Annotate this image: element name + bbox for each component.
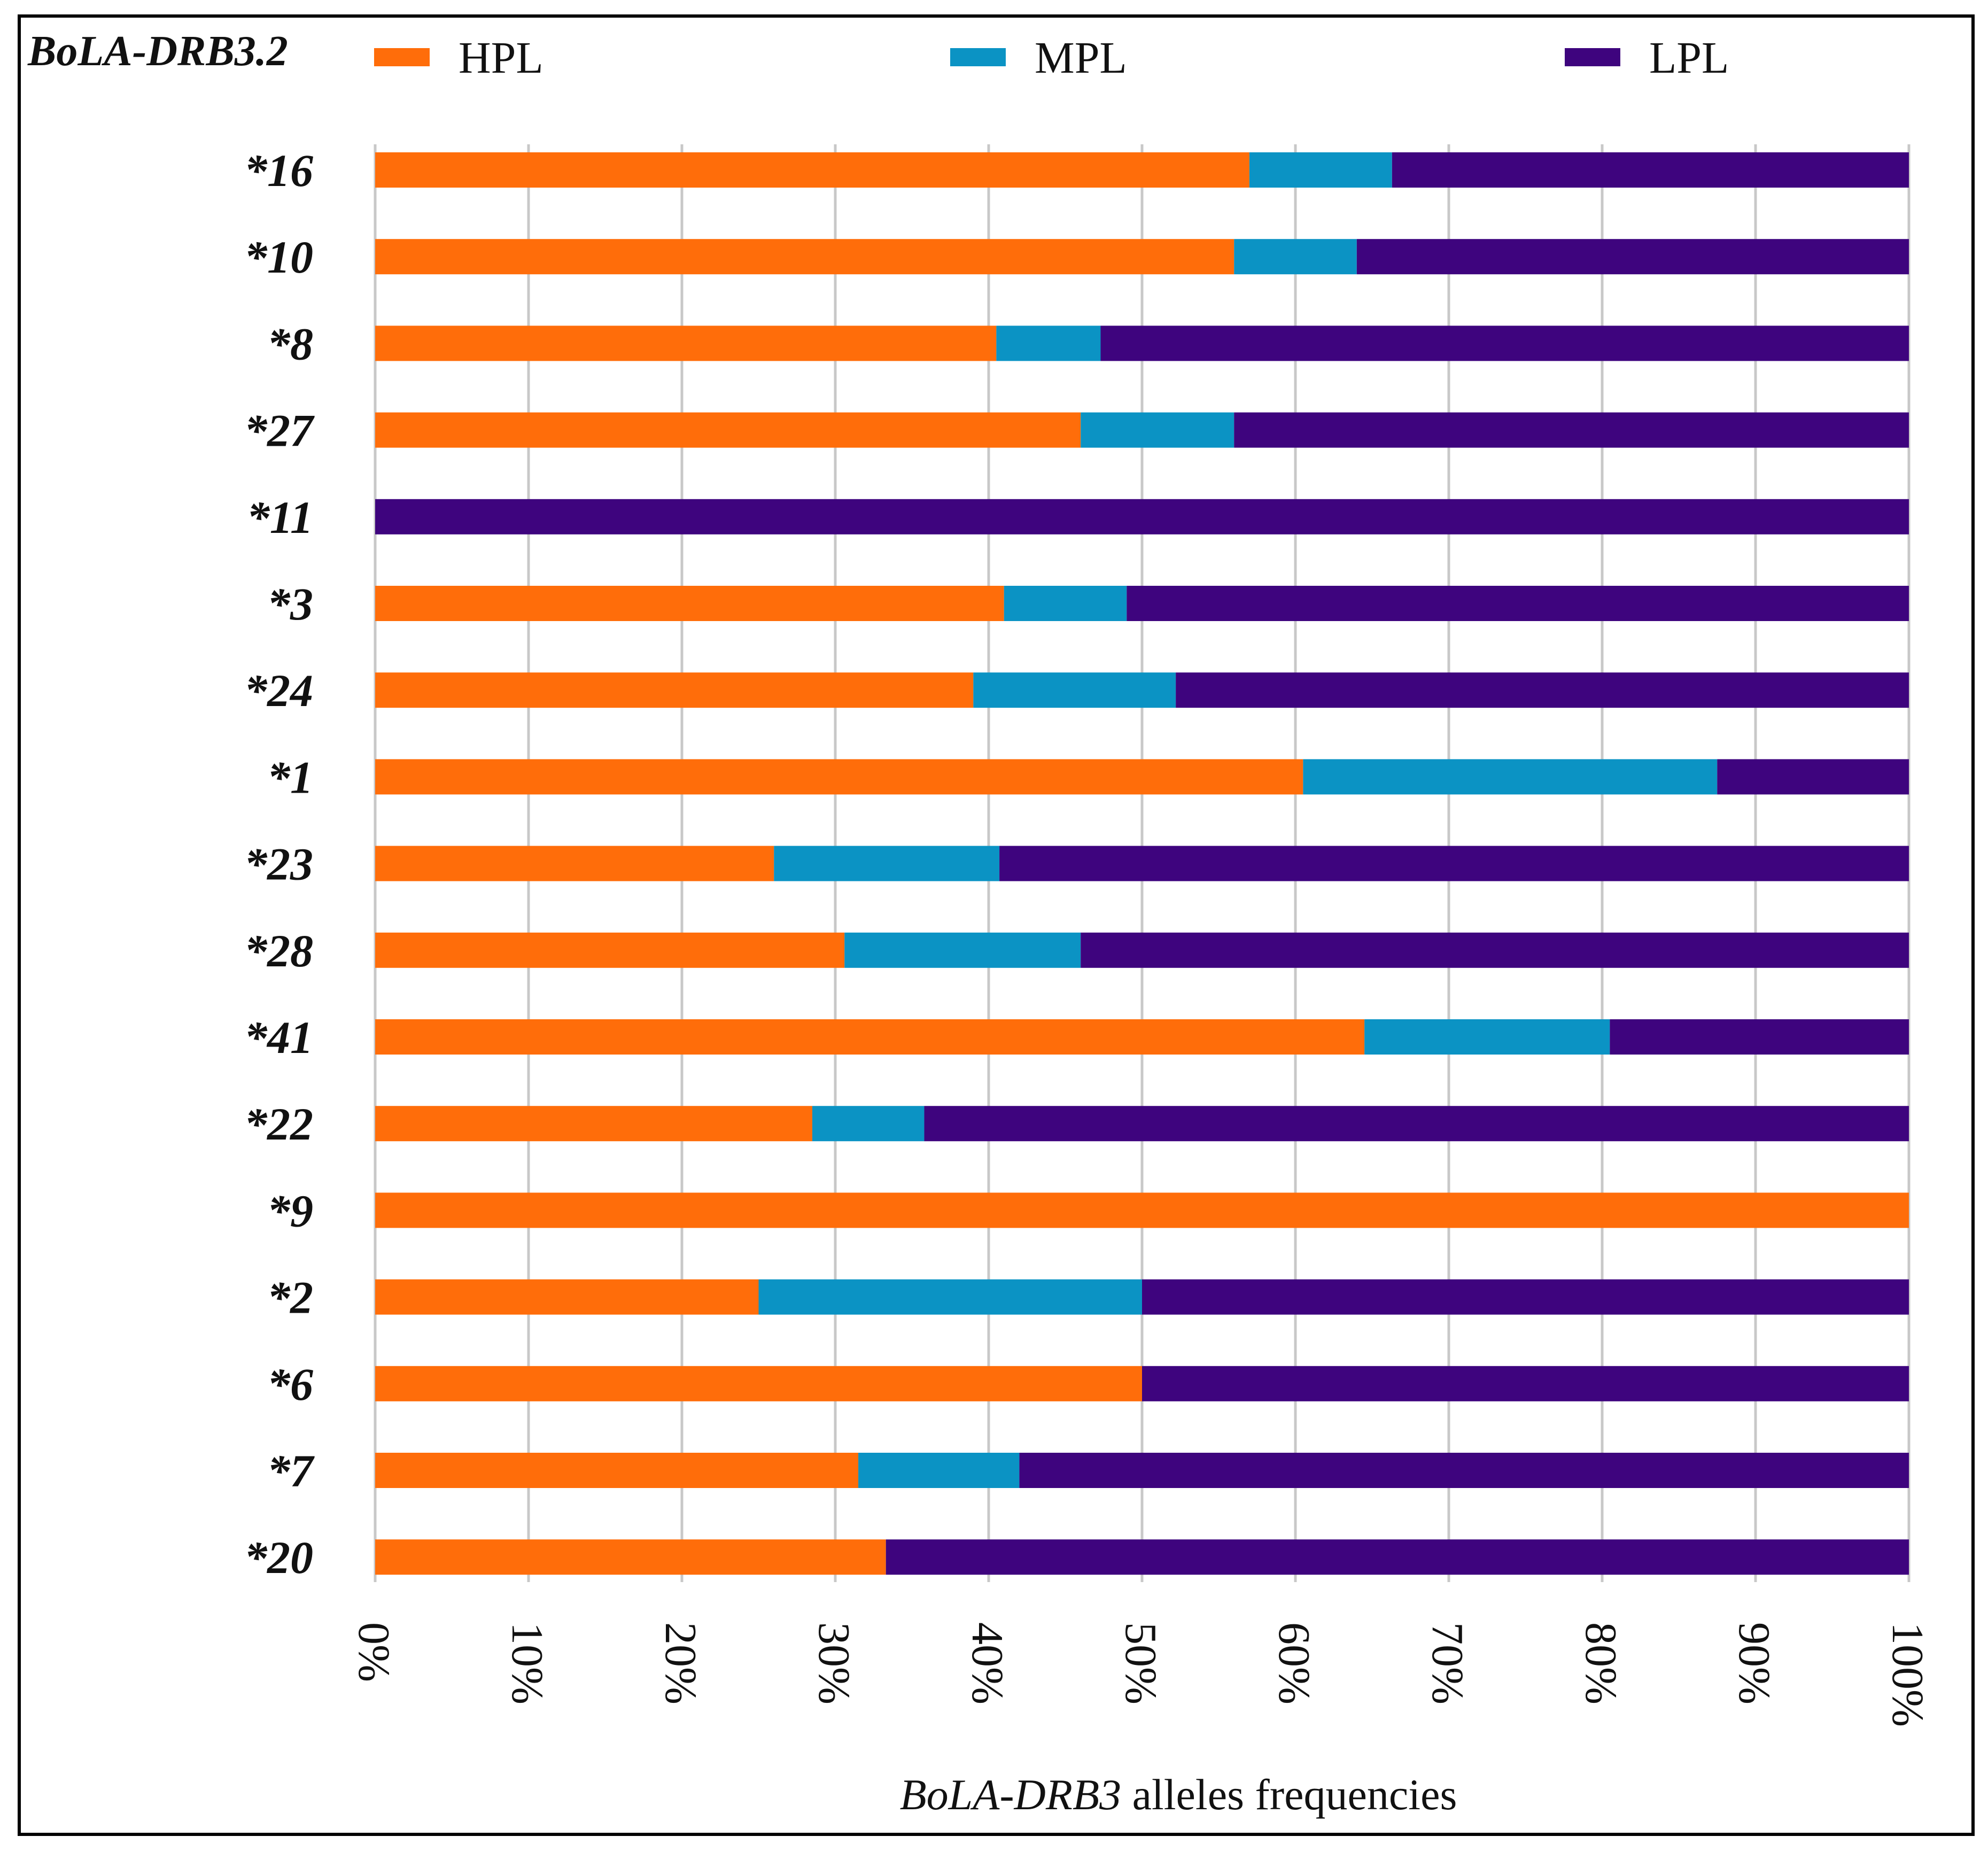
category-label-7: *1 [267,751,313,803]
bar-mpl-8 [774,846,1000,881]
bar-mpl-5 [1004,586,1127,621]
category-label-16: *20 [244,1532,313,1583]
bar-mpl-3 [1081,412,1234,448]
bar-lpl-11 [924,1106,1909,1142]
x-tick-label-1: 10% [502,1622,552,1704]
bar-lpl-0 [1392,152,1909,188]
category-label-11: *22 [244,1098,313,1150]
x-tick-label-2: 20% [656,1622,705,1704]
x-tick-label-10: 100% [1883,1622,1932,1727]
legend-label-hpl: HPL [459,33,543,83]
bar-hpl-1 [375,239,1234,275]
category-label-5: *3 [267,578,313,630]
legend-label-lpl: LPL [1649,33,1729,83]
x-tick-labels: 0% 10% 20% 30% 40% 50% 60% 70% 80% 90% 100% [349,1622,1932,1727]
bar-mpl-0 [1249,152,1392,188]
bar-lpl-1 [1356,239,1909,275]
bar-hpl-3 [375,412,1081,448]
category-label-6: *24 [244,665,313,716]
x-tick-label-5: 50% [1116,1622,1166,1704]
bar-hpl-6 [375,672,974,708]
x-tick-label-3: 30% [809,1622,859,1704]
category-label-14: *6 [267,1359,313,1410]
bar-hpl-9 [375,932,845,968]
legend-swatch-hpl [374,48,430,66]
bars [375,152,1909,1575]
bar-lpl-2 [1100,326,1909,361]
bar-lpl-7 [1717,759,1909,795]
category-label-8: *23 [244,839,313,890]
bar-lpl-10 [1610,1019,1909,1055]
category-label-10: *41 [244,1012,313,1063]
x-axis-label-italic: BoLA-DRB3 [900,1770,1121,1819]
bar-hpl-10 [375,1019,1365,1055]
bar-mpl-2 [996,326,1101,361]
bar-mpl-11 [812,1106,925,1142]
category-label-2: *8 [267,318,313,369]
bar-hpl-8 [375,846,774,881]
bar-hpl-16 [375,1539,886,1575]
bar-lpl-6 [1176,672,1909,708]
legend-label-mpl: MPL [1035,33,1127,83]
bar-lpl-4 [375,499,1909,534]
bar-lpl-9 [1081,932,1909,968]
bar-lpl-5 [1127,586,1909,621]
bar-hpl-5 [375,586,1004,621]
x-tick-label-4: 40% [962,1622,1012,1704]
bar-hpl-14 [375,1366,1142,1401]
x-axis-label: BoLA-DRB3 alleles frequencies [900,1770,1457,1819]
bar-lpl-16 [886,1539,1909,1575]
bar-mpl-7 [1303,759,1718,795]
bar-hpl-13 [375,1279,759,1315]
x-tick-label-7: 70% [1423,1622,1472,1704]
bar-lpl-3 [1234,412,1909,448]
bar-lpl-8 [999,846,1909,881]
category-label-15: *7 [267,1445,315,1497]
bar-mpl-13 [758,1279,1142,1315]
bar-lpl-13 [1142,1279,1909,1315]
bar-hpl-12 [375,1192,1909,1228]
category-label-9: *28 [244,925,313,977]
bar-mpl-15 [858,1453,1020,1488]
x-tick-label-6: 60% [1269,1622,1319,1704]
chart-title: BoLA-DRB3.2 [27,28,288,75]
bar-mpl-9 [844,932,1081,968]
category-label-1: *10 [244,231,313,283]
legend: HPL MPL LPL [374,33,1729,83]
legend-swatch-mpl [950,48,1006,66]
x-tick-label-8: 80% [1576,1622,1626,1704]
bar-hpl-7 [375,759,1303,795]
bar-mpl-6 [973,672,1176,708]
bar-mpl-10 [1364,1019,1610,1055]
category-label-3: *27 [244,405,315,456]
bar-hpl-2 [375,326,997,361]
category-label-4: *11 [247,492,313,543]
bar-hpl-15 [375,1453,859,1488]
category-labels: *16 *10 *8 *27 *11 *3 *24 *1 *23 *28 *41 *22 *9 *2 *6 *… [244,145,315,1583]
bar-hpl-0 [375,152,1249,188]
bar-hpl-11 [375,1106,812,1142]
x-tick-label-9: 90% [1729,1622,1779,1704]
category-label-0: *16 [244,145,313,196]
x-axis-label-rest: alleles frequencies [1121,1770,1457,1819]
figure-border [18,14,1975,1836]
x-tick-label-0: 0% [349,1622,399,1682]
category-label-13: *2 [267,1272,313,1323]
category-label-12: *9 [267,1185,313,1236]
bar-lpl-14 [1142,1366,1909,1401]
bar-mpl-1 [1234,239,1357,275]
bar-lpl-15 [1019,1453,1909,1488]
legend-swatch-lpl [1565,48,1620,66]
